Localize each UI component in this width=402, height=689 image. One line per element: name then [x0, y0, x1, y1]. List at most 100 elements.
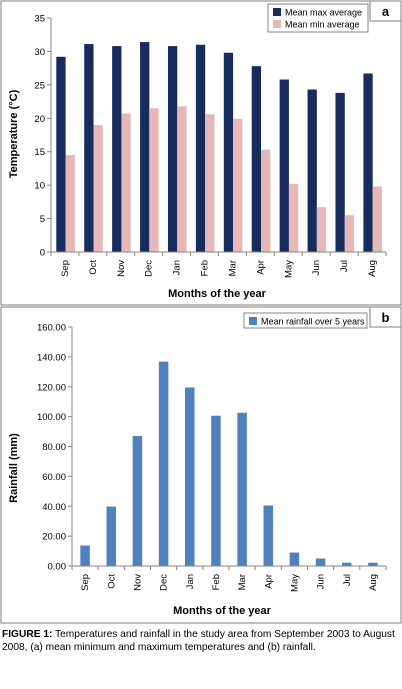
bar-apr-series-2 [261, 149, 271, 252]
bar-sep-series-2 [65, 155, 75, 252]
bar-jun-series-1 [315, 558, 326, 566]
bar-mar-series-1 [223, 52, 234, 252]
y-axis-title: Temperature (°C) [8, 89, 20, 178]
x-tick-label-may: May [289, 574, 300, 592]
y-tick-label: 20.00 [42, 532, 66, 543]
bar-jul-series-2 [344, 215, 355, 252]
x-tick-label-feb: Feb [200, 260, 211, 276]
bar-dec-series-1 [140, 42, 150, 252]
bar-nov-series-2 [121, 113, 131, 252]
bar-may-series-1 [289, 552, 300, 566]
bar-sep-series-1 [80, 545, 90, 566]
bar-jan-series-1 [167, 46, 178, 252]
x-tick-label-dec: Dec [144, 260, 155, 277]
y-tick-label: 140.00 [37, 352, 66, 363]
x-tick-label-mar: Mar [237, 574, 248, 590]
y-axis-title: Rainfall (mm) [8, 433, 20, 503]
bar-dec-series-1 [158, 361, 169, 566]
y-tick-label: 40.00 [42, 502, 66, 513]
y-tick-label: 0.00 [48, 562, 67, 573]
x-tick-label-dec: Dec [159, 574, 170, 591]
bar-aug-series-1 [363, 73, 373, 253]
x-tick-label-jan: Jan [185, 574, 196, 589]
bar-apr-series-1 [263, 505, 273, 566]
chart-b: 0.00 20.00 40.00 60.00 80.00 100.00 120.00 140.… [0, 306, 402, 624]
legend-swatch-2 [273, 20, 281, 28]
bar-may-series-1 [279, 79, 289, 252]
rainfall-chart: 0.00 20.00 40.00 60.00 80.00 100.00 120.00 140.… [0, 306, 402, 624]
bar-aug-series-1 [368, 562, 378, 566]
y-tick-label: 15 [34, 147, 45, 158]
y-tick-label: 80.00 [42, 442, 66, 453]
figure-caption: FIGURE 1: Temperatures and rainfall in t… [2, 628, 400, 655]
panel-tag: b [382, 310, 390, 325]
bar-jan-series-2 [177, 106, 187, 252]
bar-sep-series-1 [56, 56, 66, 252]
legend-label-1: Mean max average [285, 8, 362, 18]
bar-jan-series-1 [185, 387, 195, 566]
y-tick-label: 120.00 [37, 382, 66, 393]
x-tick-label-jun: Jun [316, 574, 327, 589]
x-tick-label-may: May [283, 260, 294, 278]
x-tick-label-jan: Jan [172, 260, 183, 275]
x-tick-label-oct: Oct [106, 574, 117, 589]
x-tick-label-sep: Sep [80, 574, 91, 591]
legend-label-1: Mean rainfall over 5 years [261, 317, 365, 327]
y-tick-label: 100.00 [37, 412, 66, 423]
x-tick-label-sep: Sep [60, 260, 71, 277]
bar-may-series-2 [288, 183, 299, 252]
y-tick-label: 20 [34, 114, 45, 125]
bar-jul-series-1 [335, 92, 345, 252]
bar-feb-series-1 [211, 415, 221, 566]
bar-nov-series-1 [132, 436, 143, 566]
x-tick-label-oct: Oct [88, 260, 99, 275]
x-tick-label-jun: Jun [311, 260, 322, 275]
caption-label: FIGURE 1: [2, 629, 53, 640]
bar-apr-series-1 [251, 66, 262, 252]
x-tick-label-nov: Nov [132, 574, 143, 591]
legend-label-2: Mean min average [285, 20, 360, 30]
temperature-chart: 0 5 10 15 20 25 30 35 Sep Oct Nov Dec Jan Feb Mar Apr Ma… [0, 0, 402, 306]
x-axis-title: Months of the year [168, 288, 267, 300]
x-tick-label-feb: Feb [211, 574, 222, 590]
chart-frame [0, 306, 402, 624]
x-tick-label-jul: Jul [342, 574, 353, 586]
bar-dec-series-2 [149, 108, 159, 252]
legend-swatch-1 [273, 8, 281, 16]
x-tick-label-aug: Aug [368, 574, 379, 591]
x-tick-label-aug: Aug [367, 260, 378, 277]
bar-feb-series-2 [205, 114, 215, 252]
y-tick-label: 5 [40, 214, 45, 225]
panel-tag-box [369, 306, 402, 328]
legend-box [243, 312, 368, 329]
bar-nov-series-1 [112, 46, 122, 252]
x-tick-label-apr: Apr [255, 260, 266, 275]
y-tick-label: 30 [34, 47, 45, 58]
y-tick-label: 0 [40, 248, 45, 259]
bar-feb-series-1 [195, 44, 206, 252]
bar-mar-series-2 [233, 118, 243, 252]
chart-a: 0 5 10 15 20 25 30 35 Sep Oct Nov Dec Jan Feb Mar Apr Ma… [0, 0, 402, 306]
x-tick-label-nov: Nov [116, 260, 127, 277]
panel-tag: a [382, 4, 390, 19]
x-axis-title: Months of the year [173, 605, 272, 617]
caption-text: Temperatures and rainfall in the study a… [2, 629, 395, 654]
bar-jun-series-2 [316, 207, 327, 252]
x-tick-label-jul: Jul [339, 260, 350, 272]
bar-oct-series-1 [84, 44, 94, 253]
bar-aug-series-2 [372, 186, 382, 252]
x-tick-label-apr: Apr [263, 574, 274, 589]
y-tick-label: 25 [34, 80, 45, 91]
panel-tag-box [369, 0, 402, 22]
legend-box [267, 3, 369, 33]
bar-jun-series-1 [307, 89, 317, 252]
bar-oct-series-1 [106, 506, 116, 566]
y-tick-label: 160.00 [37, 323, 66, 334]
x-tick-label-mar: Mar [227, 260, 238, 276]
bar-oct-series-2 [93, 124, 103, 252]
y-tick-label: 35 [34, 14, 45, 25]
legend-swatch-1 [249, 317, 257, 325]
y-tick-label: 10 [34, 181, 45, 192]
bar-mar-series-1 [237, 412, 247, 566]
y-tick-label: 60.00 [42, 472, 66, 483]
